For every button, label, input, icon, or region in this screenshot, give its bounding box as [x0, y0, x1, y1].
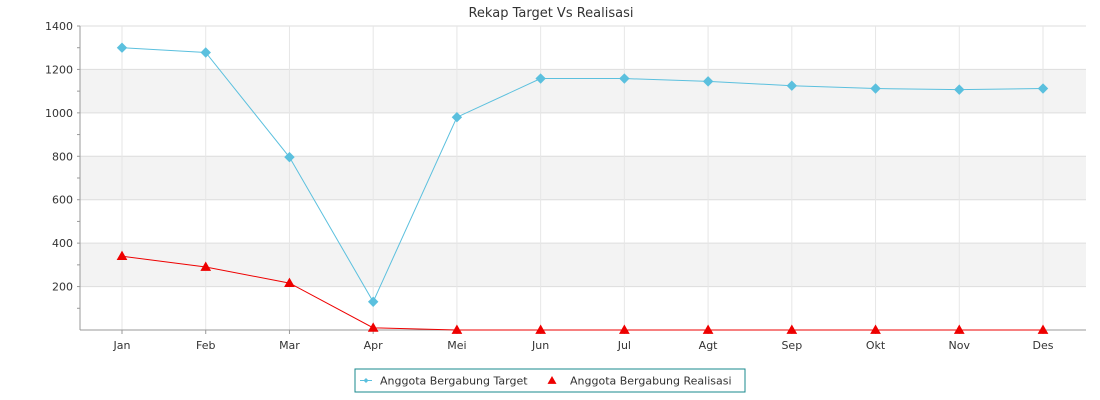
y-tick-label: 600 [52, 194, 73, 207]
target-data-point[interactable] [116, 42, 128, 53]
target-series-line [121, 47, 1044, 303]
target-data-point[interactable] [870, 83, 881, 94]
realisasi-data-point[interactable] [786, 324, 798, 334]
legend-label: Anggota Bergabung Target [380, 375, 528, 388]
x-tick-label: Mar [279, 339, 300, 352]
legend-item-target[interactable]: Anggota Bergabung Target [360, 375, 528, 388]
realisasi-data-point[interactable] [535, 324, 546, 334]
legend-item-realisasi[interactable]: Anggota Bergabung Realisasi [547, 375, 732, 388]
x-tick-label: Jul [617, 339, 631, 352]
plot-bands [80, 69, 1086, 287]
x-tick-label: Okt [866, 339, 886, 352]
plot-band [80, 243, 1086, 287]
legend[interactable]: Anggota Bergabung Target Anggota Bergabun… [354, 368, 746, 393]
realisasi-series-line [121, 255, 1043, 331]
target-data-point[interactable] [619, 73, 630, 84]
plot-band [80, 156, 1086, 200]
series-lines [121, 47, 1044, 331]
x-axis-ticks: Jan Feb Mar Apr Mei Jun Jul Agt Sep Okt Nov Des [113, 330, 1054, 352]
legend-marker-triangle [547, 376, 557, 384]
x-tick-label: Feb [196, 339, 215, 352]
y-tick-label: 1200 [45, 63, 73, 76]
y-axis-ticks: 200 400 600 800 1000 1200 1400 [45, 20, 80, 309]
x-tick-label: Sep [781, 339, 802, 352]
legend-label: Anggota Bergabung Realisasi [570, 375, 732, 388]
target-data-point[interactable] [954, 84, 965, 95]
x-tick-label: Nov [949, 339, 971, 352]
target-data-point[interactable] [786, 80, 798, 91]
x-tick-label: Des [1033, 339, 1054, 352]
realisasi-data-point[interactable] [284, 277, 295, 287]
x-tick-label: Jan [113, 339, 131, 352]
x-tick-label: Mei [447, 339, 466, 352]
realisasi-data-point[interactable] [367, 322, 379, 332]
y-tick-label: 800 [52, 150, 73, 163]
realisasi-data-point[interactable] [702, 324, 714, 334]
target-data-point[interactable] [284, 151, 295, 163]
y-tick-label: 400 [52, 237, 73, 250]
realisasi-data-point[interactable] [200, 261, 212, 271]
target-data-point[interactable] [451, 111, 463, 123]
realisasi-data-point[interactable] [116, 250, 128, 261]
y-tick-label: 1000 [45, 107, 73, 120]
realisasi-data-point[interactable] [953, 324, 965, 334]
target-data-point[interactable] [702, 76, 714, 87]
realisasi-data-point[interactable] [451, 324, 463, 334]
chart-title: Rekap Target Vs Realisasi [468, 6, 633, 21]
target-data-point[interactable] [535, 73, 546, 84]
grid-lines [80, 25, 1086, 330]
target-data-point[interactable] [1037, 83, 1049, 94]
x-tick-label: Jun [531, 339, 549, 352]
target-data-point[interactable] [200, 47, 211, 58]
legend-marker-diamond [363, 378, 369, 383]
realisasi-data-point[interactable] [1037, 324, 1049, 334]
y-tick-label: 1400 [45, 20, 73, 33]
target-data-point[interactable] [367, 296, 379, 307]
realisasi-data-point[interactable] [619, 324, 630, 334]
y-tick-label: 200 [52, 281, 73, 294]
x-tick-label: Apr [364, 339, 384, 352]
realisasi-data-point[interactable] [870, 324, 881, 334]
plot-band [80, 69, 1086, 113]
x-tick-label: Agt [699, 339, 719, 352]
series-points [116, 42, 1049, 334]
